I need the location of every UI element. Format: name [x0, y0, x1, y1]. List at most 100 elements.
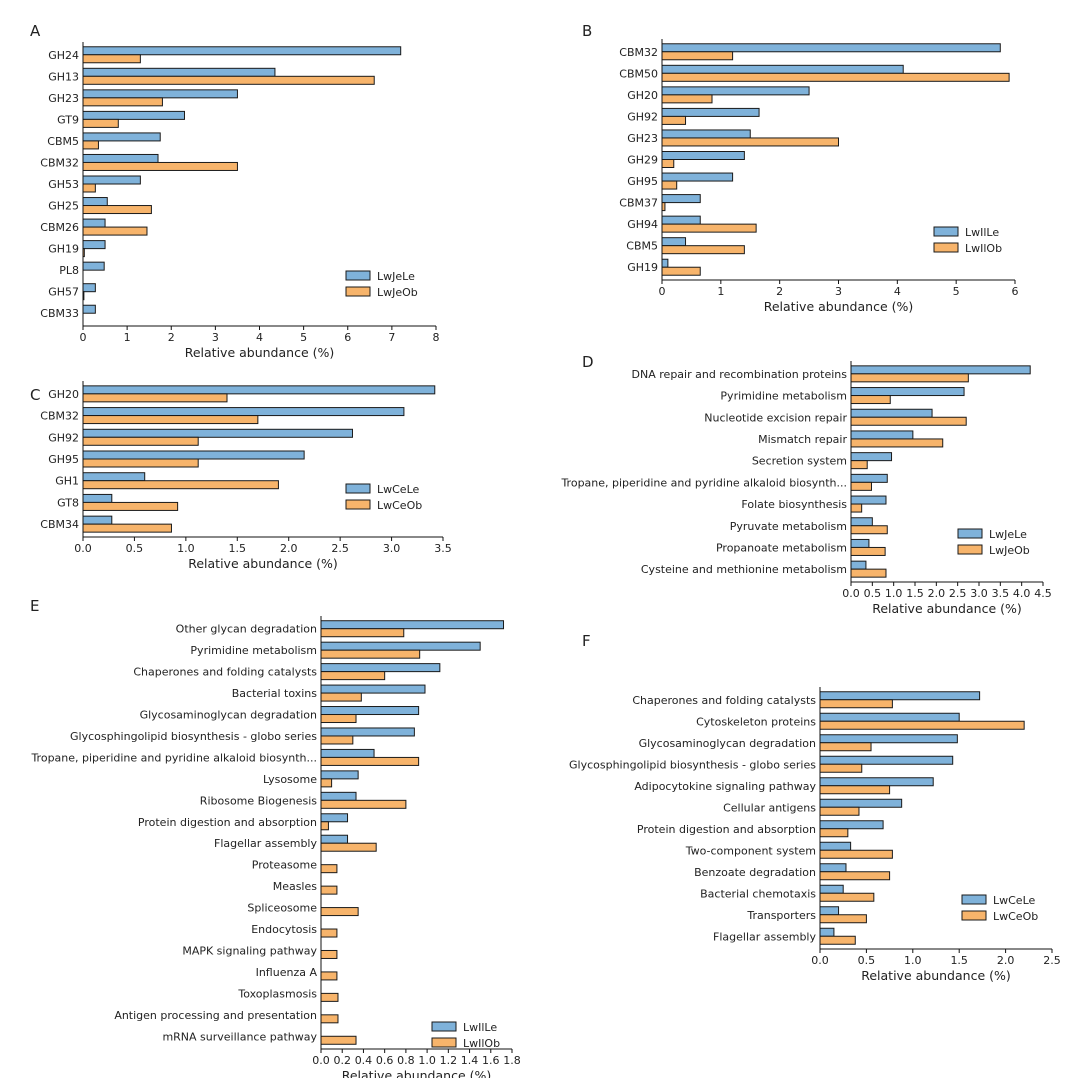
bar-LwCeOb-transporters: [819, 914, 867, 924]
bar-LwJeLe-pyrimidine-metabolism: [850, 387, 965, 397]
bar-LwJeLe-cbm26: [82, 218, 106, 228]
panel-letter: D: [582, 353, 594, 371]
bar-LwCeLe-cellular-antigens: [819, 798, 903, 808]
legend-label: LwJeOb: [989, 544, 1030, 557]
panel-letter: E: [30, 597, 39, 615]
bar-LwIlOb-tropane-piperidine-and-pyridine-alkaloid-biosynth-: [320, 756, 420, 766]
bar-LwJeLe-pl8: [82, 261, 105, 271]
bar-LwIlOb-gh29: [661, 159, 675, 168]
bar-LwCeLe-bacterial-chemotaxis: [819, 884, 844, 894]
bar-LwIlOb-toxoplasmosis: [320, 992, 339, 1002]
bar-LwIlOb-flagellar-assembly: [320, 842, 377, 852]
bar-LwIlOb-gh95: [661, 180, 678, 190]
category-label: GH24: [48, 49, 79, 62]
x-tick-label: 3.0: [970, 587, 988, 600]
bar-LwCeLe-glycosphingolipid-biosynthesis-globo-series: [819, 755, 954, 765]
bar-LwCeOb-benzoate-degradation: [819, 871, 891, 881]
legend-label: LwIlLe: [463, 1021, 497, 1034]
bar-LwIlOb-glycosphingolipid-biosynthesis-globo-series: [320, 735, 354, 745]
bar-LwIlLe-gh94: [661, 215, 701, 225]
category-label: Tropane, piperidine and pyridine alkaloi…: [560, 476, 847, 489]
bar-LwIlOb-ribosome-biogenesis: [320, 799, 407, 809]
bar-LwCeLe-cbm32: [82, 407, 405, 417]
bar-LwCeOb-flagellar-assembly: [819, 935, 856, 945]
legend: LwCeLe LwCeOb: [961, 894, 1038, 923]
bar-LwJeOb-gh23: [82, 97, 163, 107]
bar-LwJeOb-propanoate-metabolism: [850, 546, 886, 556]
x-tick-label: 2.5: [949, 587, 967, 600]
bar-LwIlLe-gh19: [661, 258, 669, 268]
bar-LwJeLe-gh19: [82, 240, 106, 250]
x-tick-label: 0.0: [312, 1054, 330, 1067]
bar-LwIlLe-lysosome: [320, 770, 359, 780]
category-label: CBM34: [40, 518, 79, 531]
category-label: CBM33: [40, 307, 79, 320]
bar-LwIlLe-gh95: [661, 172, 734, 182]
category-label: Influenza A: [256, 966, 318, 979]
bar-LwCeLe-flagellar-assembly: [819, 927, 835, 937]
bar-LwJeOb-gh53: [82, 183, 96, 193]
bar-LwIlOb-antigen-processing-and-presentation: [320, 1014, 339, 1024]
x-tick-label: 1: [124, 331, 131, 344]
x-tick-label: 3: [835, 285, 842, 298]
category-label: GH92: [627, 110, 658, 123]
x-tick-label: 0: [80, 331, 87, 344]
legend-swatch: [933, 242, 959, 253]
category-label: Mismatch repair: [758, 433, 847, 446]
bar-LwIlLe-other-glycan-degradation: [320, 620, 505, 630]
x-tick-label: 4: [256, 331, 263, 344]
x-tick-label: 1.6: [482, 1054, 500, 1067]
bar-LwIlLe-tropane-piperidine-and-pyridine-alkaloid-biosynth-: [320, 748, 375, 758]
x-tick-label: 1.5: [229, 542, 247, 555]
bar-LwJeLe-folate-biosynthesis: [850, 495, 887, 505]
category-label: Propanoate metabolism: [716, 541, 847, 554]
bar-LwIlOb-other-glycan-degradation: [320, 628, 405, 638]
x-tick-label: 1: [717, 285, 724, 298]
legend: LwJeLe LwJeOb: [345, 270, 418, 299]
category-label: MAPK signaling pathway: [182, 944, 317, 957]
x-tick-label: 3.5: [434, 542, 452, 555]
panel-letter: F: [582, 632, 591, 650]
category-label: CBM50: [619, 67, 658, 80]
panel-c: C GH20 CBM32 GH92 GH95 GH1 GT8 CBM34 0.0 0.5 1.0 1.…: [30, 381, 452, 571]
bar-LwJeOb-gh13: [82, 75, 375, 85]
category-label: Bacterial toxins: [232, 687, 318, 700]
category-label: CBM5: [626, 240, 658, 253]
category-label: Flagellar assembly: [214, 837, 317, 850]
x-tick-label: 6: [344, 331, 351, 344]
category-label: Spliceosome: [247, 902, 317, 915]
bar-LwIlLe-gh23: [661, 129, 751, 139]
category-label: Secretion system: [752, 455, 847, 468]
category-label: Flagellar assembly: [713, 930, 816, 943]
bar-LwCeLe-two-component-system: [819, 841, 852, 851]
category-label: Endocytosis: [251, 923, 317, 936]
bar-LwIlLe-glycosaminoglycan-degradation: [320, 706, 420, 716]
x-tick-label: 3.0: [383, 542, 401, 555]
bar-LwCeLe-chaperones-and-folding-catalysts: [819, 691, 981, 701]
bar-LwIlLe-gh29: [661, 151, 745, 160]
legend: LwCeLe LwCeOb: [345, 483, 422, 512]
panel-letter: C: [30, 386, 40, 404]
category-label: GT9: [57, 113, 79, 126]
x-tick-label: 1.0: [418, 1054, 436, 1067]
bar-LwIlLe-cbm50: [661, 64, 904, 74]
category-label: GH95: [627, 175, 658, 188]
legend-label: LwJeLe: [989, 528, 1027, 541]
category-label: GH19: [48, 243, 79, 256]
bar-LwCeLe-gh1: [82, 472, 146, 482]
category-label: CBM5: [47, 135, 79, 148]
category-label: GH13: [48, 70, 79, 83]
x-axis-label: Relative abundance (%): [861, 968, 1011, 983]
bar-LwCeLe-gt8: [82, 493, 113, 503]
category-label: PL8: [59, 264, 79, 277]
x-tick-label: 0.4: [355, 1054, 373, 1067]
bar-LwJeLe-gh13: [82, 67, 276, 77]
bar-LwIlOb-gh19: [661, 266, 701, 276]
category-label: GH23: [627, 132, 658, 145]
bar-LwIlOb-chaperones-and-folding-catalysts: [320, 671, 386, 681]
category-label: Bacterial chemotaxis: [700, 887, 816, 900]
category-label: Antigen processing and presentation: [114, 1009, 317, 1022]
x-tick-label: 4.5: [1034, 587, 1052, 600]
category-label: GH19: [627, 261, 658, 274]
bar-LwIlOb-gh94: [661, 223, 757, 233]
